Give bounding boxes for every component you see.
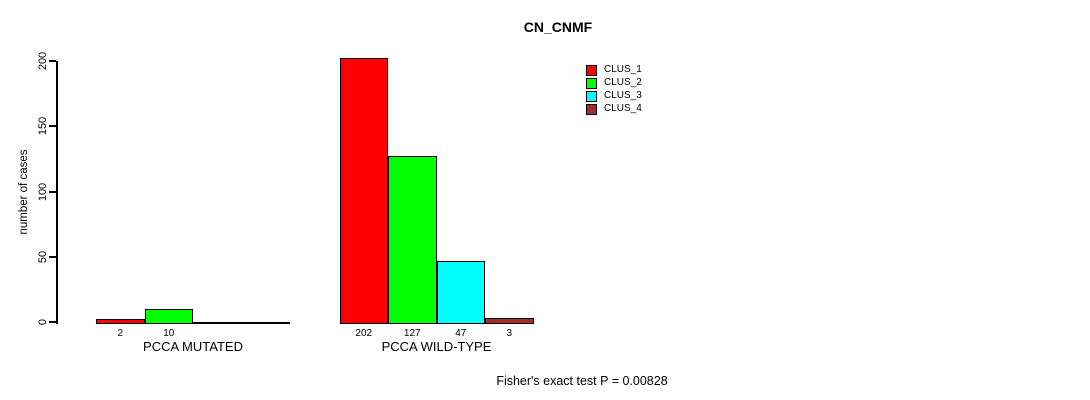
y-tick — [49, 321, 56, 323]
bar-value-label: 3 — [506, 328, 513, 339]
legend-swatch — [586, 77, 597, 89]
y-tick — [49, 125, 56, 128]
y-tick — [49, 255, 56, 258]
group-label: PCCA MUTATED — [143, 339, 243, 354]
y-tick — [49, 60, 56, 62]
legend-swatch — [586, 64, 597, 76]
bar-value-label: 202 — [355, 328, 373, 339]
y-tick-label: 150 — [37, 117, 49, 136]
bar-value-label: 47 — [455, 328, 467, 339]
bar — [96, 319, 145, 324]
legend-swatch — [586, 104, 597, 116]
legend-item: CLUS_3 — [586, 90, 676, 103]
bar — [144, 308, 193, 324]
legend-item: CLUS_2 — [586, 76, 676, 90]
legend-label: CLUS_1 — [604, 63, 642, 75]
bar — [388, 156, 437, 324]
bar — [436, 260, 485, 324]
bar-value-label: 10 — [163, 328, 175, 339]
bar-value-label: 127 — [403, 328, 421, 339]
group-label: PCCA WILD-TYPE — [381, 339, 492, 354]
y-tick-label: 0 — [37, 318, 49, 326]
legend-item: CLUS_1 — [586, 63, 676, 77]
x-axis-line — [96, 322, 290, 324]
y-axis-label: number of cases — [18, 149, 30, 235]
y-tick-label: 50 — [37, 250, 49, 263]
bar-value-label: 2 — [117, 328, 124, 339]
bar — [485, 318, 534, 324]
legend-swatch — [586, 91, 597, 103]
chart-title: CN_CNMF — [523, 19, 593, 35]
legend-item: CLUS_4 — [586, 103, 676, 116]
y-tick — [49, 190, 56, 193]
annotation-text: Fisher's exact test P = 0.00828 — [496, 374, 668, 388]
legend-label: CLUS_4 — [604, 103, 642, 115]
legend-label: CLUS_3 — [604, 90, 642, 102]
y-axis-line — [56, 61, 58, 324]
y-tick-label: 200 — [37, 51, 49, 71]
bar — [339, 58, 388, 324]
y-tick-label: 100 — [37, 182, 49, 201]
legend-label: CLUS_2 — [604, 76, 642, 88]
